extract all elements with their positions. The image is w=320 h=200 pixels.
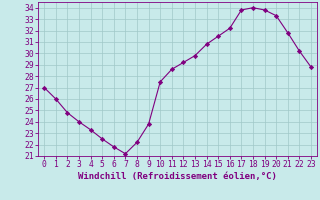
X-axis label: Windchill (Refroidissement éolien,°C): Windchill (Refroidissement éolien,°C) xyxy=(78,172,277,181)
